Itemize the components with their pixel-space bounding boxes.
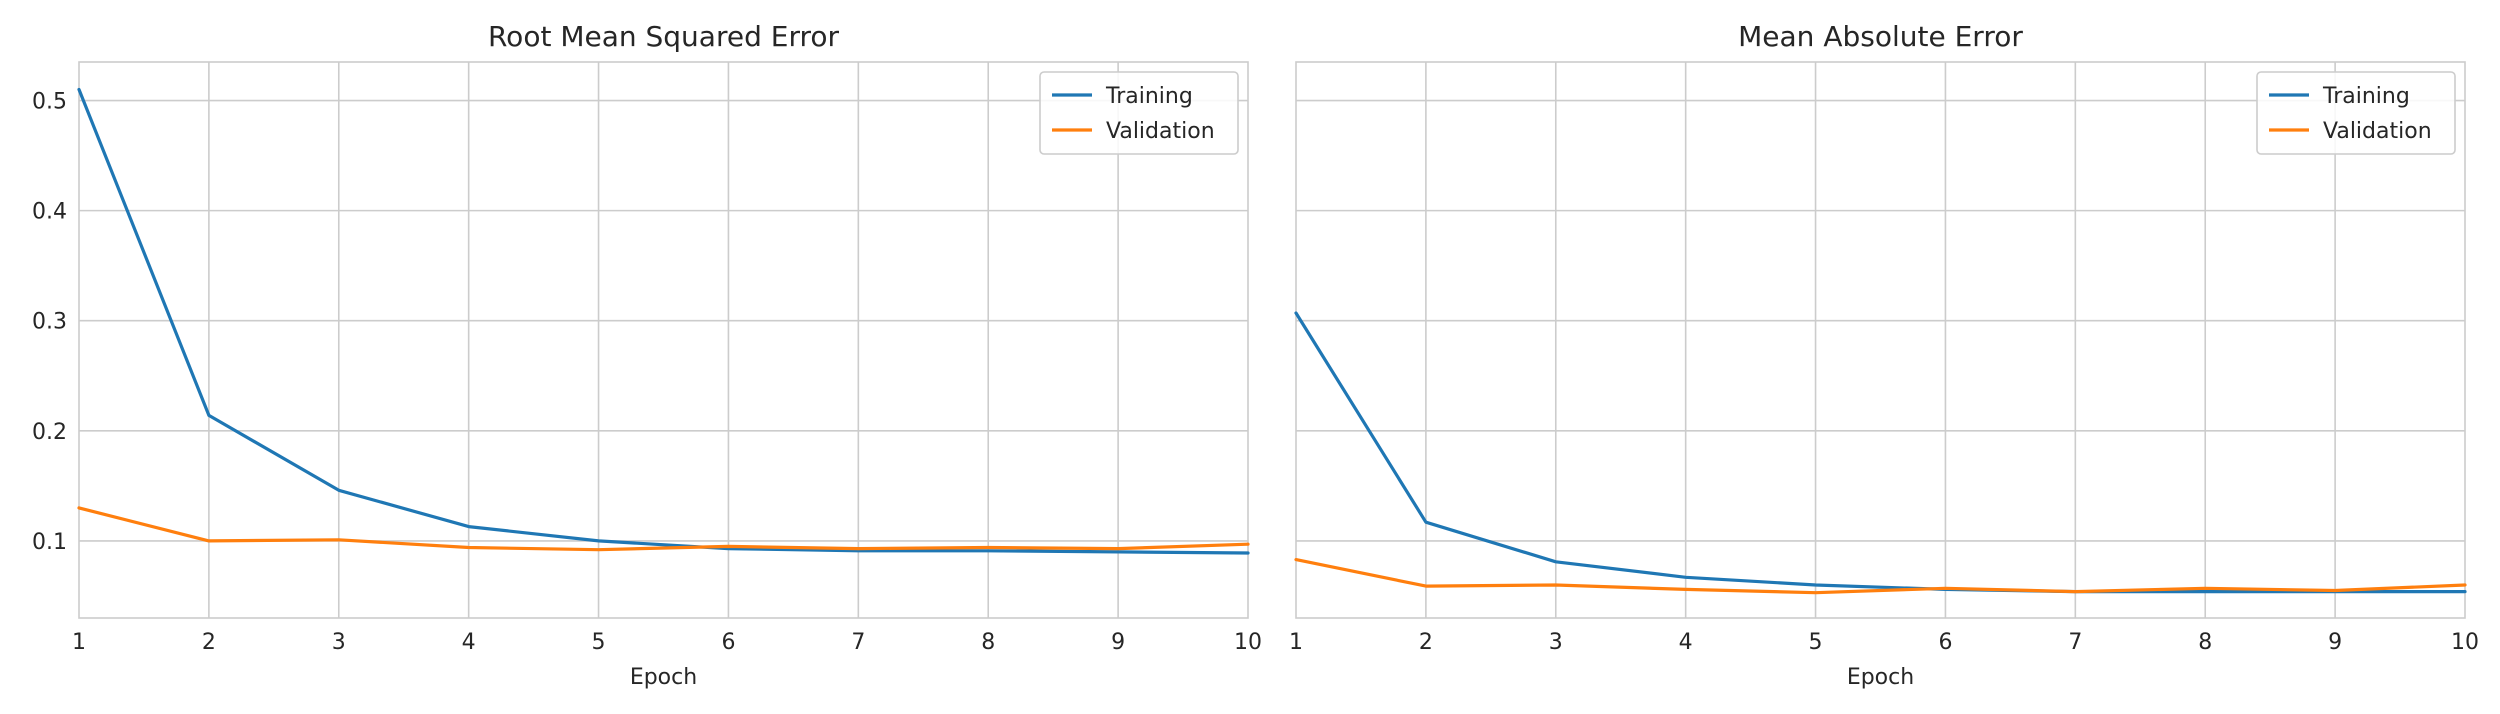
x-tick-label: 5: [1809, 630, 1823, 655]
legend-label-validation: Validation: [2323, 119, 2432, 144]
x-tick-label: 4: [1679, 630, 1693, 655]
series-line-training: [1294, 311, 2467, 594]
plot-frame: [78, 61, 1249, 619]
legend-label-training: Training: [2322, 84, 2410, 109]
x-axis-label: Epoch: [630, 665, 697, 690]
y-tick-label: 0.3: [32, 310, 67, 335]
x-tick-label: 1: [1289, 630, 1303, 655]
chart-title: Root Mean Squared Error: [488, 20, 840, 53]
x-tick-label: 4: [462, 630, 476, 655]
x-tick-label: 9: [1111, 630, 1125, 655]
chart-title: Mean Absolute Error: [1738, 20, 2023, 53]
plot-frame: [1295, 61, 2466, 619]
x-tick-label: 1: [72, 630, 86, 655]
y-tick-label: 0.2: [32, 420, 67, 445]
x-tick-label: 7: [851, 630, 865, 655]
x-tick-label: 6: [1938, 630, 1952, 655]
x-tick-label: 3: [1549, 630, 1563, 655]
x-axis-label: Epoch: [1847, 665, 1914, 690]
x-tick-label: 2: [202, 630, 216, 655]
legend-label-validation: Validation: [1106, 119, 1215, 144]
legend: Training Validation: [2256, 71, 2456, 155]
legend-label-training: Training: [1105, 84, 1193, 109]
x-tick-label: 10: [1234, 630, 1262, 655]
legend: Training Validation: [1039, 71, 1239, 155]
x-tick-label: 6: [721, 630, 735, 655]
series-line-training: [77, 87, 1250, 555]
x-tick-label: 2: [1419, 630, 1433, 655]
series-line-validation: [1294, 557, 2467, 595]
legend-box: [2256, 71, 2456, 155]
x-tick-label: 8: [981, 630, 995, 655]
x-tick-label: 10: [2451, 630, 2479, 655]
x-tick-label: 7: [2068, 630, 2082, 655]
chart-panel-1: 1 2 3 4 5 6 7 8 9 10 0.1 0.2 0.3 0.4 0.5 Root Mean Squa…: [32, 20, 1262, 690]
x-tick-label: 9: [2328, 630, 2342, 655]
y-tick-label: 0.1: [32, 530, 67, 555]
y-tick-label: 0.5: [32, 90, 67, 115]
chart-panel-2: 1 2 3 4 5 6 7 8 9 10 Mean Absolute Error Epoch Train…: [1289, 20, 2479, 690]
legend-box: [1039, 71, 1239, 155]
x-tick-label: 5: [592, 630, 606, 655]
x-tick-label: 8: [2198, 630, 2212, 655]
x-tick-label: 3: [332, 630, 346, 655]
series-line-validation: [77, 506, 1250, 552]
y-tick-label: 0.4: [32, 200, 67, 225]
